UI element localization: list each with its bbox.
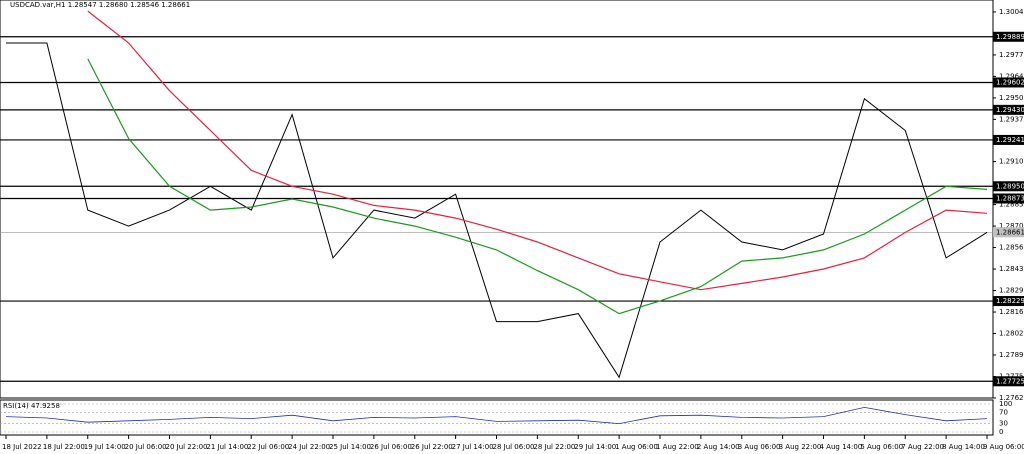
level-label: 1.29430 (996, 106, 1024, 114)
y-tick-label: 1.28430 (999, 265, 1024, 273)
level-label-box (993, 134, 1024, 145)
y-tick-label: 1.29105 (999, 158, 1024, 166)
x-tick-label: 24 Jul 22:00 (288, 443, 330, 451)
x-tick-label: 28 Jul 22:00 (533, 443, 575, 451)
y-tick-label: 1.28700 (999, 222, 1024, 230)
level-label: 1.29602 (996, 78, 1024, 86)
y-tick-label: 1.30045 (999, 8, 1024, 16)
price-line (6, 42, 988, 379)
rsi-tick-label: 30 (999, 420, 1008, 428)
y-tick-label: 1.28565 (999, 244, 1024, 252)
level-label-box (993, 104, 1024, 115)
x-tick-label: 19 Jul 14:00 (84, 443, 126, 451)
x-tick-label: 3 Aug 22:00 (779, 443, 822, 451)
rsi-tick-label: 0 (999, 428, 1003, 436)
chart-title: USDCAD.var,H1 1.28547 1.28680 1.28546 1.… (10, 1, 190, 9)
rsi-title: RSI(14) 47.9258 (3, 402, 60, 410)
x-tick-label: 9 Aug 06:00 (983, 443, 1024, 451)
y-tick-label: 1.29370 (999, 115, 1024, 123)
x-tick-label: 18 Jul 2022 (2, 443, 42, 451)
x-tick-label: 20 Jul 22:00 (166, 443, 208, 451)
x-tick-label: 29 Jul 14:00 (574, 443, 616, 451)
x-tick-label: 28 Jul 06:00 (493, 443, 535, 451)
x-tick-label: 26 Jul 22:00 (411, 443, 453, 451)
x-tick-label: 1 Aug 22:00 (656, 443, 699, 451)
x-tick-label: 7 Aug 22:00 (901, 443, 944, 451)
y-tick-label: 1.28160 (999, 308, 1024, 316)
y-tick-label: 1.28295 (999, 287, 1024, 295)
x-tick-label: 3 Aug 06:00 (738, 443, 781, 451)
rsi-line (5, 406, 988, 425)
y-tick-label: 1.28025 (999, 330, 1024, 338)
x-tick-label: 4 Aug 14:00 (820, 443, 863, 451)
moving-average (87, 58, 988, 315)
x-tick-label: 18 Jul 22:00 (43, 443, 85, 451)
y-tick-label: 1.27890 (999, 351, 1024, 359)
level-label: 1.28950 (996, 182, 1024, 190)
level-label: 1.29889 (996, 33, 1024, 41)
last-price-label: 1.28661 (996, 228, 1024, 236)
last-price-box (993, 227, 1024, 238)
level-label-box (993, 77, 1024, 88)
x-tick-label: 26 Jul 06:00 (370, 443, 412, 451)
rsi-tick-label: 100 (999, 400, 1012, 408)
x-tick-label: 2 Aug 14:00 (697, 443, 740, 451)
y-tick-label: 1.27620 (999, 394, 1024, 402)
x-tick-label: 27 Jul 14:00 (452, 443, 494, 451)
level-label: 1.29241 (996, 136, 1024, 144)
rsi-tick-label: 70 (999, 408, 1008, 416)
y-tick-label: 1.29505 (999, 94, 1024, 102)
x-tick-label: 22 Jul 06:00 (247, 443, 289, 451)
moving-average (87, 10, 988, 291)
level-label-box (993, 181, 1024, 192)
y-tick-label: 1.29775 (999, 51, 1024, 59)
level-label: 1.28873 (996, 195, 1024, 203)
level-label-box (993, 31, 1024, 42)
x-tick-label: 21 Jul 14:00 (206, 443, 248, 451)
level-label-box (993, 296, 1024, 307)
level-label: 1.28229 (996, 297, 1024, 305)
y-tick-label: 1.29640 (999, 72, 1024, 80)
x-tick-label: 8 Aug 14:00 (942, 443, 985, 451)
level-label-box (993, 376, 1024, 387)
y-tick-label: 1.28835 (999, 201, 1024, 209)
x-tick-label: 5 Aug 06:00 (860, 443, 903, 451)
x-tick-label: 25 Jul 14:00 (329, 443, 371, 451)
rsi-pane (0, 399, 994, 436)
x-tick-label: 20 Jul 06:00 (125, 443, 167, 451)
level-label: 1.27725 (996, 377, 1024, 385)
x-tick-label: 1 Aug 06:00 (615, 443, 658, 451)
level-label-box (993, 193, 1024, 204)
